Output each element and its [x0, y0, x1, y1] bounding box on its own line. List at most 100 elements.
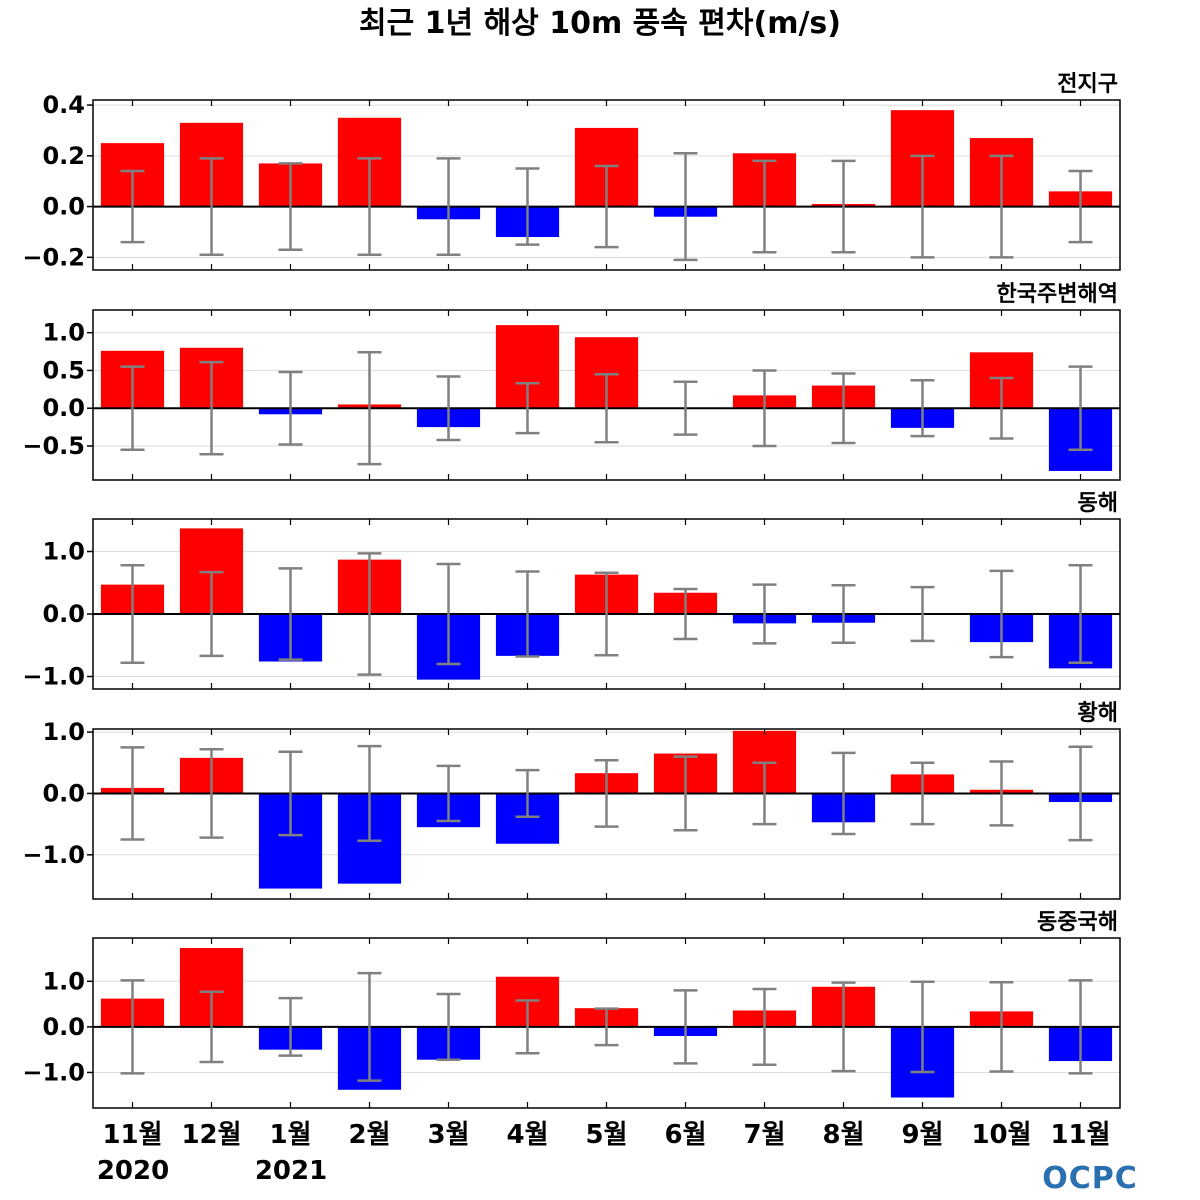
error-bar [357, 971, 382, 1082]
error-bar [1068, 169, 1093, 244]
chart-title: 최근 1년 해상 10m 풍속 편차(m/s) [359, 6, 841, 41]
y-tick-label: −1.0 [22, 841, 85, 869]
y-tick-label: 1.0 [42, 319, 85, 347]
y-tick-label: 1.0 [42, 538, 85, 566]
error-bar [515, 570, 540, 658]
panel-4: −1.0 0.0 1.0 황해 [22, 701, 1121, 900]
year-label-2021: 2021 [255, 1156, 327, 1186]
y-tick-label: 0.0 [42, 600, 85, 628]
error-bar [594, 372, 619, 444]
y-tick-label: 0.4 [42, 91, 85, 119]
region-label: 동해 [1078, 491, 1118, 516]
y-tick-label: 0.0 [42, 779, 85, 807]
error-bar [199, 748, 224, 839]
y-tick-label: 1.0 [42, 967, 85, 995]
region-label: 황해 [1078, 701, 1118, 726]
error-bar [831, 372, 856, 445]
y-tick-label: 0.0 [42, 193, 85, 221]
error-bar [199, 157, 224, 257]
error-bar [673, 152, 698, 262]
error-bar [1068, 564, 1093, 664]
year-label-2020: 2020 [97, 1156, 169, 1186]
error-bar [278, 162, 303, 251]
panel-2: −0.5 0.0 0.5 1.0 한국주변해역 [22, 282, 1121, 481]
error-bar [515, 382, 540, 435]
error-bar [436, 764, 461, 823]
error-bar [120, 746, 145, 841]
error-bar [752, 761, 777, 826]
error-bar [436, 157, 461, 257]
y-tick-label: 1.0 [42, 718, 85, 746]
error-bar [199, 360, 224, 456]
y-tick-label: 0.2 [42, 142, 85, 170]
month-label: 6월 [664, 1120, 706, 1150]
y-tick-label: −0.5 [22, 432, 85, 460]
error-bar [199, 990, 224, 1064]
error-bar [752, 159, 777, 254]
error-bar [989, 760, 1014, 827]
error-bar [989, 980, 1014, 1073]
error-bar [910, 585, 935, 643]
y-tick-label: 0.5 [42, 356, 85, 384]
y-tick-label: 0.0 [42, 1013, 85, 1041]
region-label: 동중국해 [1037, 910, 1118, 935]
panels: −0.2 0.0 0.2 0.4 전지구 −0.5 0.0 0.5 1.0 한국주변해역 −1.0 0… [22, 72, 1121, 1109]
x-axis: 11월 12월 1월 2월 3월 4월 5월 6월 7월 8월 9월 10월 11월 [102, 1120, 1110, 1150]
error-bar [673, 380, 698, 436]
month-label: 9월 [901, 1120, 943, 1150]
error-bar [436, 375, 461, 442]
month-label: 2월 [348, 1120, 390, 1150]
ocpc-logo: OCPC [1042, 1161, 1138, 1196]
panel-3: −1.0 0.0 1.0 동해 [22, 491, 1121, 691]
error-bar [278, 370, 303, 446]
region-label: 전지구 [1057, 72, 1118, 97]
error-bar [989, 376, 1014, 440]
region-label: 한국주변해역 [997, 282, 1118, 307]
error-bar [357, 552, 382, 676]
error-bar [357, 351, 382, 466]
month-label: 1월 [269, 1120, 311, 1150]
error-bar [515, 167, 540, 246]
error-bar [673, 587, 698, 641]
error-bar [910, 980, 935, 1074]
error-bar [594, 759, 619, 828]
error-bar [989, 569, 1014, 659]
month-label: 4월 [506, 1120, 548, 1150]
error-bar [752, 583, 777, 645]
error-bar [752, 369, 777, 448]
error-bar [594, 571, 619, 657]
error-bar [910, 379, 935, 438]
error-bar [673, 755, 698, 832]
error-bar [752, 987, 777, 1066]
error-bar [515, 768, 540, 819]
error-bar [1068, 365, 1093, 452]
error-bar [673, 989, 698, 1065]
error-bar [278, 750, 303, 837]
month-label: 8월 [822, 1120, 864, 1150]
panel-1: −0.2 0.0 0.2 0.4 전지구 [22, 72, 1121, 271]
error-bar [436, 992, 461, 1061]
month-label: 12월 [181, 1120, 241, 1150]
y-tick-label: 0.0 [42, 394, 85, 422]
error-bar [831, 584, 856, 644]
month-label: 3월 [427, 1120, 469, 1150]
error-bar [1068, 979, 1093, 1075]
error-bar [199, 570, 224, 658]
y-tick-label: −1.0 [22, 663, 85, 691]
error-bar [831, 751, 856, 836]
error-bar [831, 981, 856, 1073]
month-label: 5월 [585, 1120, 627, 1150]
error-bar [278, 996, 303, 1057]
error-bar [357, 157, 382, 257]
error-bar [120, 564, 145, 664]
error-bar [1068, 745, 1093, 842]
error-bar [278, 567, 303, 661]
error-bar [120, 979, 145, 1075]
y-tick-label: −1.0 [22, 1058, 85, 1086]
error-bar [436, 562, 461, 666]
error-bar [594, 1007, 619, 1047]
error-bar [594, 164, 619, 249]
month-label: 7월 [743, 1120, 785, 1150]
month-label: 11월 [102, 1120, 162, 1150]
